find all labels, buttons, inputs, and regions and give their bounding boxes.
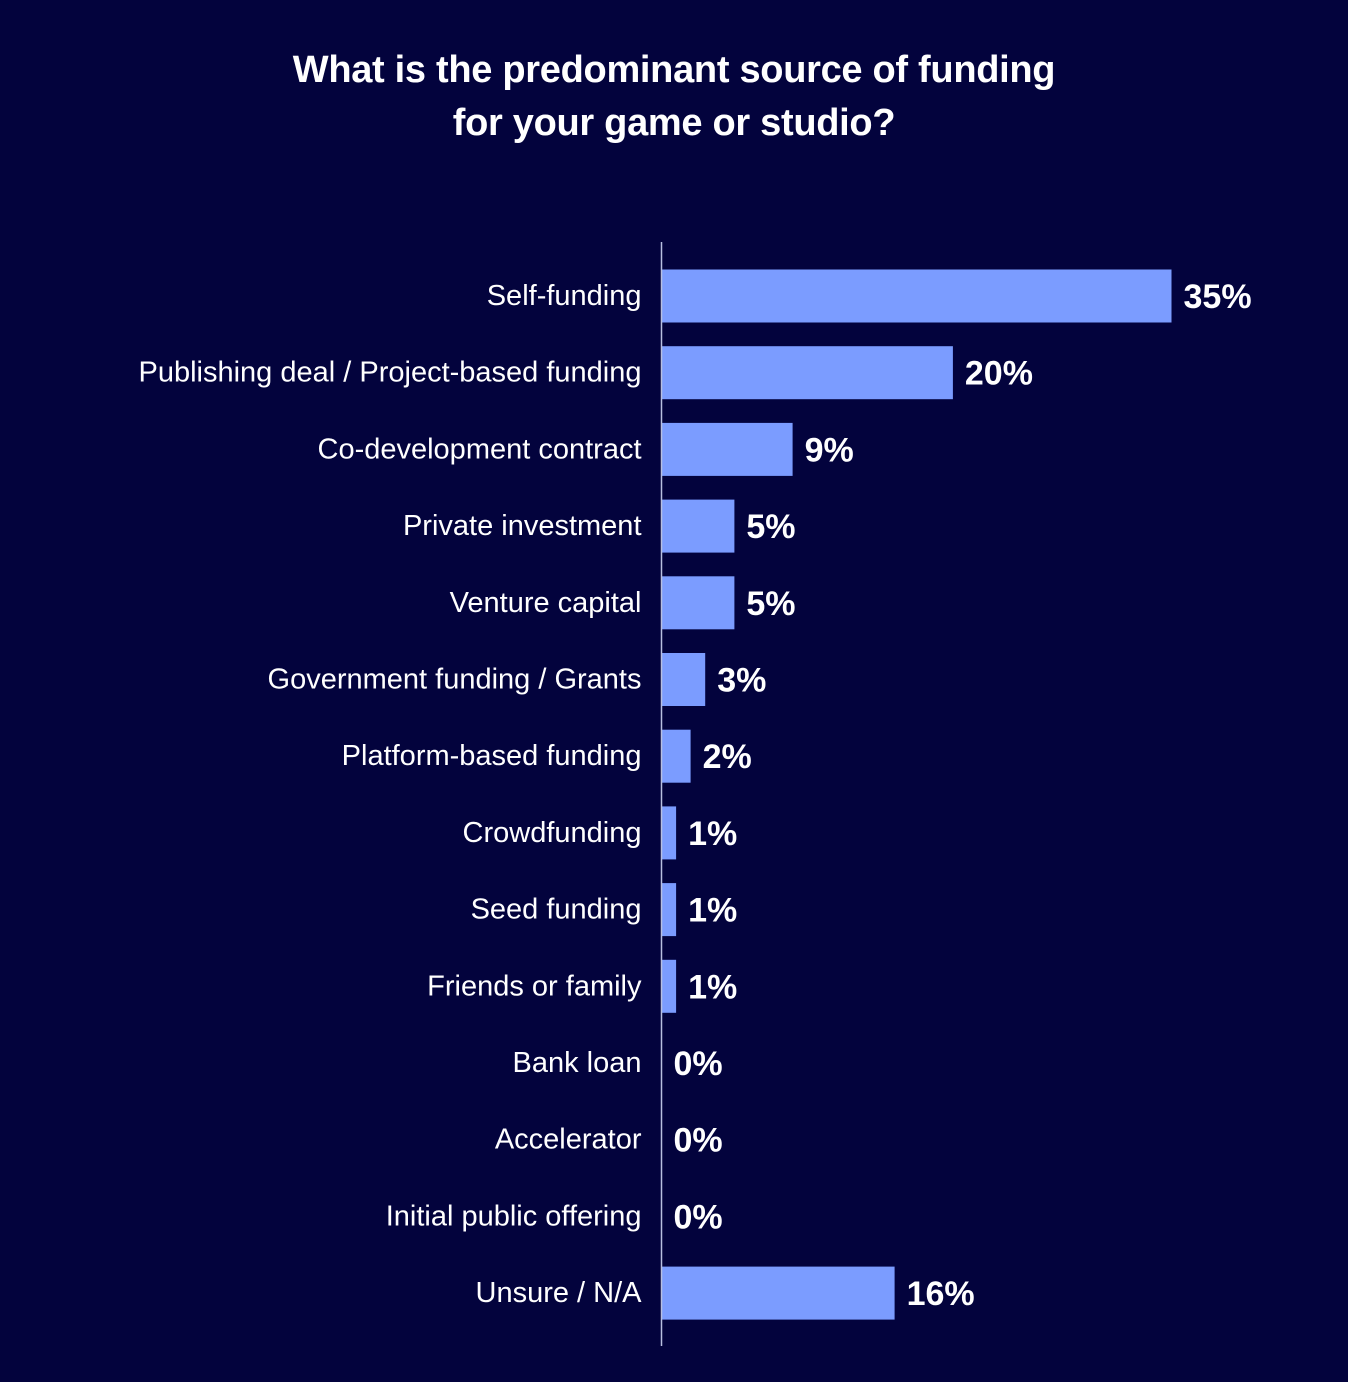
value-label: 35%	[1184, 278, 1252, 316]
category-label: Friends or family	[427, 970, 642, 1002]
category-label: Bank loan	[513, 1047, 642, 1079]
bar-2	[661, 422, 793, 476]
value-label: 9%	[805, 431, 854, 469]
bar-1	[661, 346, 953, 400]
category-label: Publishing deal / Project-based funding	[139, 357, 642, 389]
chart-title-line-2: for your game or studio?	[452, 102, 896, 144]
bar-9	[661, 959, 677, 1013]
value-label: 16%	[907, 1275, 975, 1313]
category-label: Government funding / Grants	[268, 664, 642, 696]
bar-0	[661, 269, 1172, 323]
chart-title: What is the predominant source of fundin…	[0, 44, 1348, 150]
value-label: 1%	[688, 892, 737, 930]
category-label: Platform-based funding	[342, 740, 642, 772]
category-label: Accelerator	[495, 1124, 642, 1156]
value-label: 1%	[688, 968, 737, 1006]
category-label: Venture capital	[450, 587, 642, 619]
category-label: Crowdfunding	[463, 817, 642, 849]
bar-3	[661, 499, 735, 553]
bar-4	[661, 576, 735, 630]
value-label: 20%	[965, 355, 1033, 393]
chart-title-line-1: What is the predominant source of fundin…	[292, 49, 1056, 91]
bar-6	[661, 729, 691, 783]
value-label: 2%	[703, 738, 752, 776]
bar-13	[661, 1266, 895, 1320]
bar-7	[661, 806, 677, 860]
category-label: Initial public offering	[386, 1200, 642, 1232]
category-label: Co-development contract	[318, 433, 642, 465]
category-label: Private investment	[403, 510, 642, 542]
bar-5	[661, 653, 706, 706]
value-label: 5%	[746, 585, 795, 623]
value-label: 0%	[674, 1198, 723, 1236]
value-label: 1%	[688, 815, 737, 853]
category-label: Self-funding	[487, 280, 642, 312]
value-label: 0%	[674, 1122, 723, 1160]
value-label: 0%	[674, 1045, 723, 1083]
category-label: Seed funding	[471, 894, 642, 926]
category-label: Unsure / N/A	[476, 1277, 643, 1309]
value-label: 3%	[717, 662, 766, 700]
bar-8	[661, 883, 677, 937]
value-label: 5%	[746, 508, 795, 546]
